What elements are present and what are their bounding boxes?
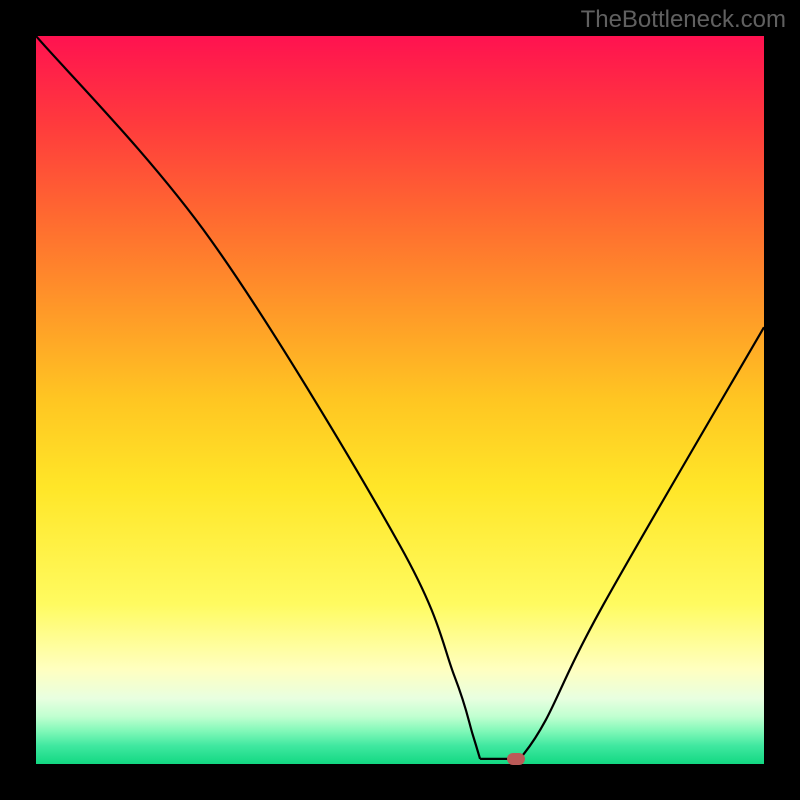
chart-container: TheBottleneck.com xyxy=(0,0,800,800)
plot-area xyxy=(36,36,764,764)
watermark-text: TheBottleneck.com xyxy=(581,6,786,34)
curve-right xyxy=(520,327,764,759)
curve-left xyxy=(36,36,480,759)
curve-overlay xyxy=(36,36,764,764)
bottleneck-marker xyxy=(507,753,525,765)
